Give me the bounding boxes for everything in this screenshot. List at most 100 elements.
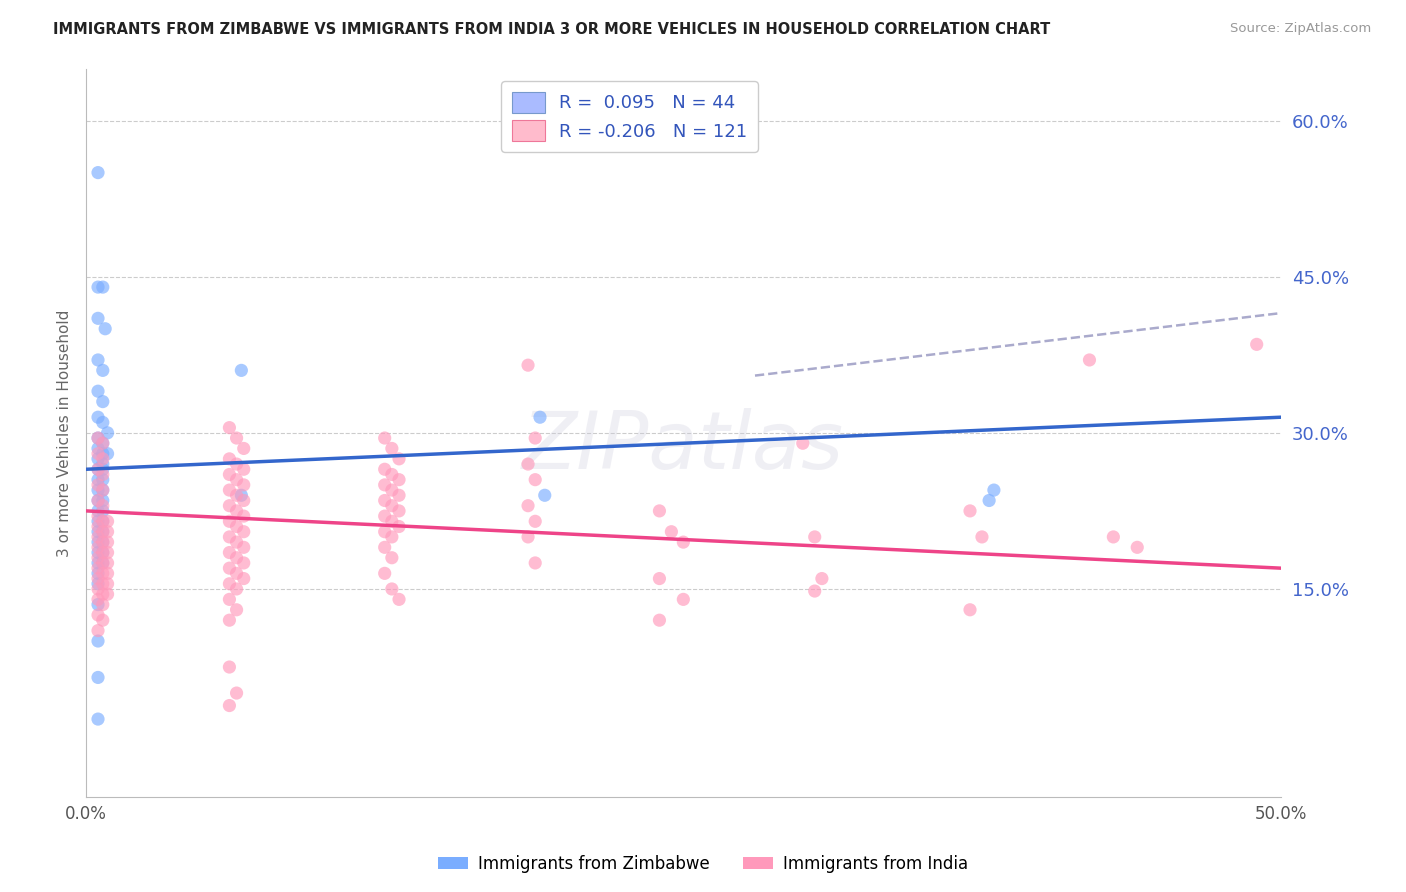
Point (232, 493, 254, 508)
Point (970, 530, 993, 544)
Text: Source: ZipAtlas.com: Source: ZipAtlas.com (1230, 22, 1371, 36)
Point (97, 556, 120, 570)
Point (218, 698, 240, 713)
Point (87, 524, 110, 539)
Point (218, 514, 240, 528)
Point (97, 587, 120, 601)
Point (232, 462, 254, 476)
Point (91, 535, 114, 549)
Point (87, 410, 110, 425)
Point (225, 582, 247, 596)
Point (983, 483, 1005, 497)
Point (381, 483, 404, 497)
Point (91, 613, 114, 627)
Point (87, 442, 110, 456)
Point (91, 451, 114, 466)
Point (87, 582, 110, 596)
Point (232, 442, 254, 456)
Point (959, 603, 981, 617)
Point (218, 592, 240, 607)
Point (97, 447, 120, 461)
Point (87, 530, 110, 544)
Point (91, 473, 114, 487)
Point (87, 493, 110, 508)
Point (87, 431, 110, 445)
Point (91, 483, 114, 497)
Point (388, 488, 411, 502)
Point (388, 473, 411, 487)
Point (87, 493, 110, 508)
Point (87, 462, 110, 476)
Point (1246, 337, 1268, 351)
Point (225, 488, 247, 502)
Point (87, 541, 110, 555)
Point (232, 509, 254, 524)
Point (91, 280, 114, 294)
Point (91, 535, 114, 549)
Point (225, 457, 247, 471)
Point (517, 358, 540, 372)
Point (91, 436, 114, 450)
Point (218, 499, 240, 513)
Point (1102, 530, 1125, 544)
Point (91, 436, 114, 450)
Point (232, 478, 254, 492)
Point (87, 353, 110, 368)
Legend: R =  0.095   N = 44, R = -0.206   N = 121: R = 0.095 N = 44, R = -0.206 N = 121 (501, 81, 758, 152)
Point (87, 504, 110, 518)
Point (97, 514, 120, 528)
Point (87, 561, 110, 575)
Point (811, 572, 834, 586)
Point (225, 519, 247, 533)
Point (524, 556, 547, 570)
Point (91, 483, 114, 497)
Point (218, 613, 240, 627)
Point (374, 509, 396, 524)
Point (87, 384, 110, 399)
Point (87, 483, 110, 497)
Point (91, 363, 114, 377)
Point (87, 550, 110, 565)
Point (533, 488, 555, 502)
Point (87, 431, 110, 445)
Point (225, 566, 247, 581)
Point (218, 660, 240, 674)
Point (225, 686, 247, 700)
Point (87, 478, 110, 492)
Point (91, 514, 114, 528)
Point (232, 572, 254, 586)
Point (517, 499, 540, 513)
Point (87, 592, 110, 607)
Point (381, 514, 404, 528)
Point (225, 550, 247, 565)
Point (979, 493, 1001, 508)
Point (87, 519, 110, 533)
Point (91, 524, 114, 539)
Point (87, 712, 110, 726)
Point (91, 556, 114, 570)
Point (218, 561, 240, 575)
Point (381, 582, 404, 596)
Point (672, 535, 695, 549)
Point (218, 576, 240, 591)
Point (374, 566, 396, 581)
Point (374, 431, 396, 445)
Point (97, 535, 120, 549)
Point (91, 566, 114, 581)
Text: IMMIGRANTS FROM ZIMBABWE VS IMMIGRANTS FROM INDIA 3 OR MORE VEHICLES IN HOUSEHOL: IMMIGRANTS FROM ZIMBABWE VS IMMIGRANTS F… (53, 22, 1050, 37)
Point (91, 587, 114, 601)
Point (87, 556, 110, 570)
Point (648, 613, 671, 627)
Point (524, 473, 547, 487)
Point (91, 462, 114, 476)
Point (91, 545, 114, 559)
Point (91, 457, 114, 471)
Point (959, 504, 981, 518)
Point (803, 530, 825, 544)
Point (87, 514, 110, 528)
Point (91, 576, 114, 591)
Point (91, 447, 114, 461)
Point (87, 576, 110, 591)
Point (225, 535, 247, 549)
Point (91, 493, 114, 508)
